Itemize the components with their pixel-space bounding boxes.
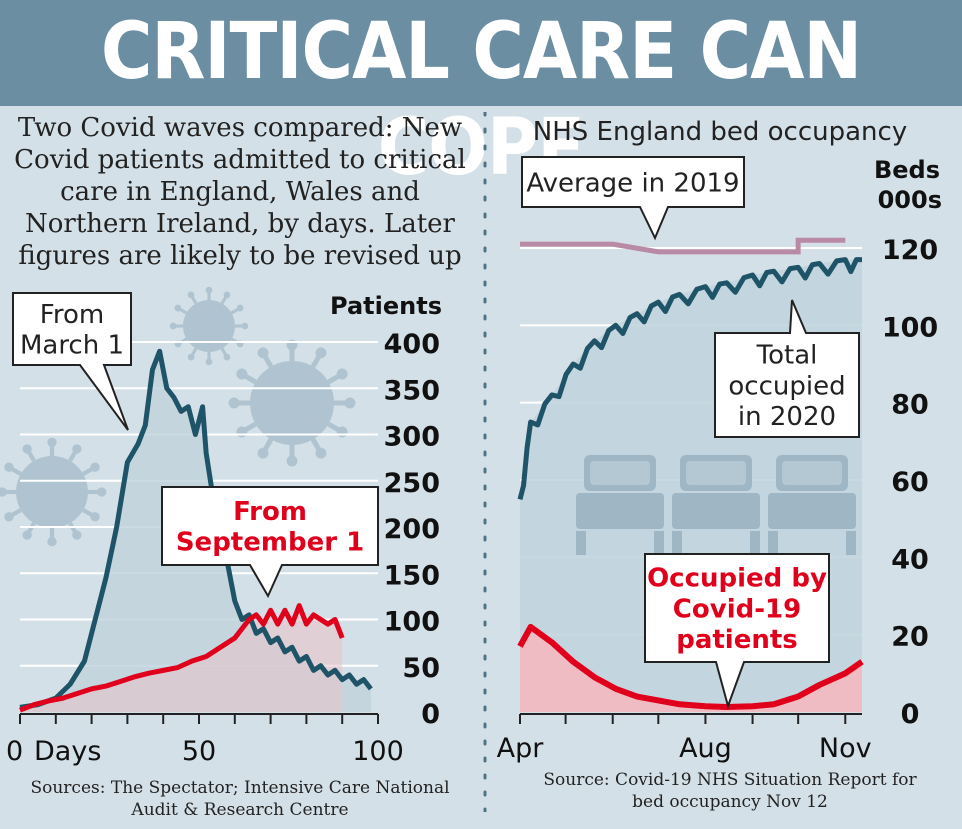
bed-icon	[672, 455, 760, 555]
callout-box	[12, 292, 132, 431]
series-line-total-2020	[517, 257, 862, 500]
y-tick-label: 150	[384, 560, 440, 591]
callout-text: in 2020	[738, 402, 836, 432]
page-title: CRITICAL CARE CAN COPE	[100, 7, 862, 193]
callout-box	[521, 156, 745, 241]
callout-text: occupied	[728, 371, 845, 401]
y-tick-label: 0	[901, 699, 920, 730]
x-tick-label: 100	[352, 736, 404, 767]
y-axis-label: 000s	[878, 186, 942, 214]
y-tick-label: 200	[384, 514, 440, 545]
bed-icon	[576, 455, 664, 555]
x-tick-label: Nov	[819, 733, 872, 764]
right-source: Source: Covid-19 NHS Situation Report fo…	[543, 770, 917, 812]
x-tick-label: Apr	[497, 733, 545, 764]
y-tick-label: 80	[891, 390, 929, 421]
series-line-covid	[517, 623, 864, 710]
callout-text: Average in 2019	[526, 168, 739, 198]
y-axis-label: Beds	[874, 156, 940, 184]
y-tick-label: 350	[384, 375, 440, 406]
callout-text: March 1	[20, 331, 124, 361]
y-tick-label: 400	[384, 329, 440, 360]
left-description: Two Covid waves compared: New Covid pati…	[14, 113, 466, 271]
covid-area	[520, 626, 862, 712]
y-axis-label: Patients	[330, 292, 442, 320]
bed-icon	[768, 455, 856, 555]
callout-text: From	[40, 300, 104, 330]
x-tick-label: 50	[182, 736, 216, 767]
callout-text: Covid-19	[673, 594, 801, 624]
callout-text: September 1	[176, 528, 364, 558]
header-banner: CRITICAL CARE CAN COPE	[0, 0, 962, 193]
y-tick-label: 50	[402, 653, 440, 684]
y-tick-label: 0	[421, 699, 440, 730]
y-tick-label: 60	[891, 467, 929, 498]
left-chart: 0 50 100 150 200 250 300 350 400 Patients 0 Days 50 1…	[0, 286, 442, 767]
left-source: Sources: The Spectator; Intensive Care N…	[30, 778, 450, 820]
x-tick-label: Aug	[679, 733, 732, 764]
y-tick-label: 100	[882, 312, 938, 343]
y-tick-label: 250	[384, 468, 440, 499]
virus-icon	[0, 437, 107, 547]
y-tick-label: 100	[384, 607, 440, 638]
x-axis-label: Days	[34, 736, 101, 767]
callout-text: Occupied by	[647, 564, 827, 594]
series-line-average-2019	[520, 237, 846, 255]
y-tick-label: 20	[891, 622, 929, 653]
right-chart-title: NHS England bed occupancy	[533, 117, 907, 147]
series-line-september	[19, 603, 345, 713]
callout-box	[161, 486, 379, 599]
virus-icon	[228, 339, 356, 467]
callout-text: From	[233, 497, 307, 527]
y-tick-label: 300	[384, 422, 440, 453]
callout-text: patients	[676, 625, 798, 655]
y-tick-label: 120	[882, 235, 938, 266]
callout-box	[714, 299, 860, 438]
callout-box	[644, 553, 830, 710]
callout-average-2019: Average in 2019	[521, 156, 745, 241]
callout-text: Total	[756, 341, 818, 371]
x-tick-label: 0	[6, 736, 23, 767]
y-tick-label: 40	[891, 544, 929, 575]
